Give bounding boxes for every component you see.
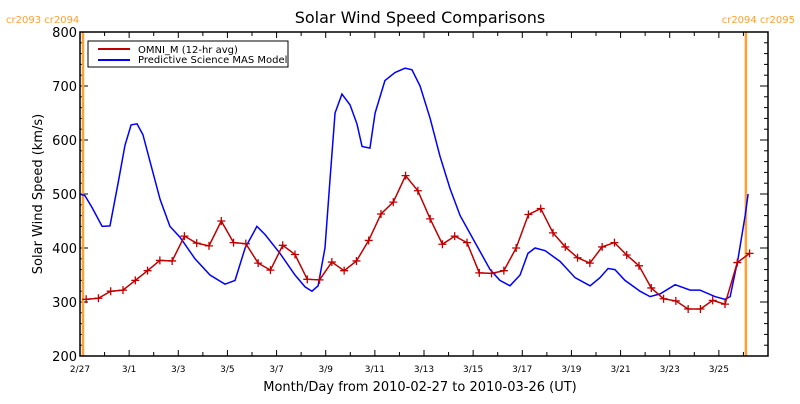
y-tick-label: 500 — [52, 188, 77, 203]
omni-data-point — [217, 217, 226, 225]
omni-data-point — [499, 266, 508, 275]
omni-data-point — [143, 266, 152, 275]
omni-data-point — [106, 287, 115, 296]
y-tick-label: 400 — [52, 242, 77, 257]
omni-data-point — [635, 261, 643, 270]
omni-data-point — [585, 259, 594, 268]
omni-data-point — [536, 204, 545, 213]
model-line — [79, 67, 749, 301]
x-tick-label: 3/19 — [561, 365, 581, 375]
y-tick-label: 300 — [52, 296, 77, 311]
omni-data-point — [647, 283, 656, 292]
omni-data-point — [512, 244, 521, 252]
omni-data-point — [241, 239, 250, 248]
axis-ticks — [79, 31, 769, 357]
y-tick-labels: 200 300 400 500 600 700 800 — [52, 26, 77, 365]
x-tick-label: 3/17 — [512, 365, 532, 375]
omni-data-point — [229, 238, 238, 247]
y-axis-label: Solar Wind Speed (km/s) — [31, 114, 46, 274]
omni-data-point — [266, 266, 275, 275]
x-tick-label: 3/23 — [660, 365, 680, 375]
omni-data-point — [254, 259, 263, 268]
omni-data-point — [659, 294, 668, 303]
legend-label-omni: OMNI_M (12-hr avg) — [138, 45, 238, 56]
omni-data-point — [291, 250, 299, 259]
x-tick-label: 3/21 — [610, 365, 630, 375]
omni-data-point — [377, 209, 385, 218]
omni-data-point — [573, 253, 582, 262]
omni-data-point — [205, 241, 213, 250]
omni-data-point — [438, 240, 447, 249]
x-tick-labels: 2/27 3/1 3/3 3/5 3/7 3/9 3/11 3/13 3/15 3/17 3/19 3… — [70, 365, 729, 375]
legend-label-model: Predictive Science MAS Model — [138, 55, 287, 66]
omni-data-point — [180, 232, 189, 241]
omni-data-point — [340, 266, 349, 275]
x-tick-label: 3/13 — [414, 365, 434, 375]
omni-data-point — [352, 256, 361, 265]
omni-data-point — [549, 228, 557, 237]
omni-data-point — [119, 286, 127, 295]
omni-data-point — [278, 241, 287, 250]
x-tick-label: 2/27 — [70, 365, 90, 375]
omni-data-point — [303, 275, 312, 284]
omni-data-point — [364, 236, 373, 245]
x-tick-label: 3/25 — [709, 365, 729, 375]
omni-data-point — [155, 256, 164, 265]
omni-data-point — [696, 305, 705, 314]
omni-data-point — [192, 239, 201, 248]
omni-data-point — [426, 214, 435, 223]
omni-data-point — [131, 276, 140, 285]
x-tick-label: 3/3 — [171, 365, 185, 375]
omni-data-point — [524, 210, 533, 219]
y-tick-label: 200 — [52, 350, 77, 365]
series-group — [79, 67, 754, 314]
omni-data-point — [561, 242, 570, 251]
omni-line — [86, 174, 751, 310]
omni-data-point — [708, 296, 717, 305]
legend-box — [87, 40, 289, 68]
omni-data-point — [327, 258, 336, 267]
carrington-label-left: cr2093 cr2094 — [6, 15, 79, 26]
x-tick-label: 3/15 — [463, 365, 483, 375]
y-tick-label: 800 — [52, 26, 77, 41]
plot-frame — [79, 31, 769, 357]
omni-data-point — [745, 249, 754, 258]
x-tick-label: 3/11 — [365, 365, 385, 375]
omni-data-point — [450, 232, 459, 241]
omni-data-point — [684, 305, 693, 314]
omni-data-point — [598, 242, 607, 251]
carrington-markers — [81, 32, 748, 356]
omni-data-point — [94, 294, 103, 303]
omni-data-point — [315, 275, 324, 284]
x-tick-label: 3/9 — [318, 365, 333, 375]
legend: OMNI_M (12-hr avg) Predictive Science MA… — [87, 40, 289, 68]
omni-data-point — [622, 251, 631, 260]
omni-data-point — [463, 238, 471, 247]
y-tick-label: 600 — [52, 134, 77, 149]
x-axis-label: Month/Day from 2010-02-27 to 2010-03-26 … — [263, 380, 576, 395]
omni-data-point — [721, 300, 729, 309]
omni-data-point — [733, 258, 742, 267]
chart-title: Solar Wind Speed Comparisons — [295, 8, 546, 27]
x-tick-label: 3/1 — [122, 365, 136, 375]
omni-data-point — [610, 238, 619, 247]
omni-data-point — [475, 268, 484, 277]
omni-data-point — [401, 171, 410, 180]
y-tick-label: 700 — [52, 80, 77, 95]
omni-data-point — [487, 269, 496, 278]
omni-data-point — [413, 186, 422, 195]
x-tick-label: 3/5 — [220, 365, 234, 375]
omni-data-point — [168, 256, 177, 265]
carrington-label-right: cr2094 cr2095 — [722, 15, 795, 26]
omni-data-point — [671, 296, 680, 305]
omni-data-point — [389, 198, 398, 207]
x-tick-label: 3/7 — [269, 365, 283, 375]
omni-data-point — [82, 295, 91, 304]
